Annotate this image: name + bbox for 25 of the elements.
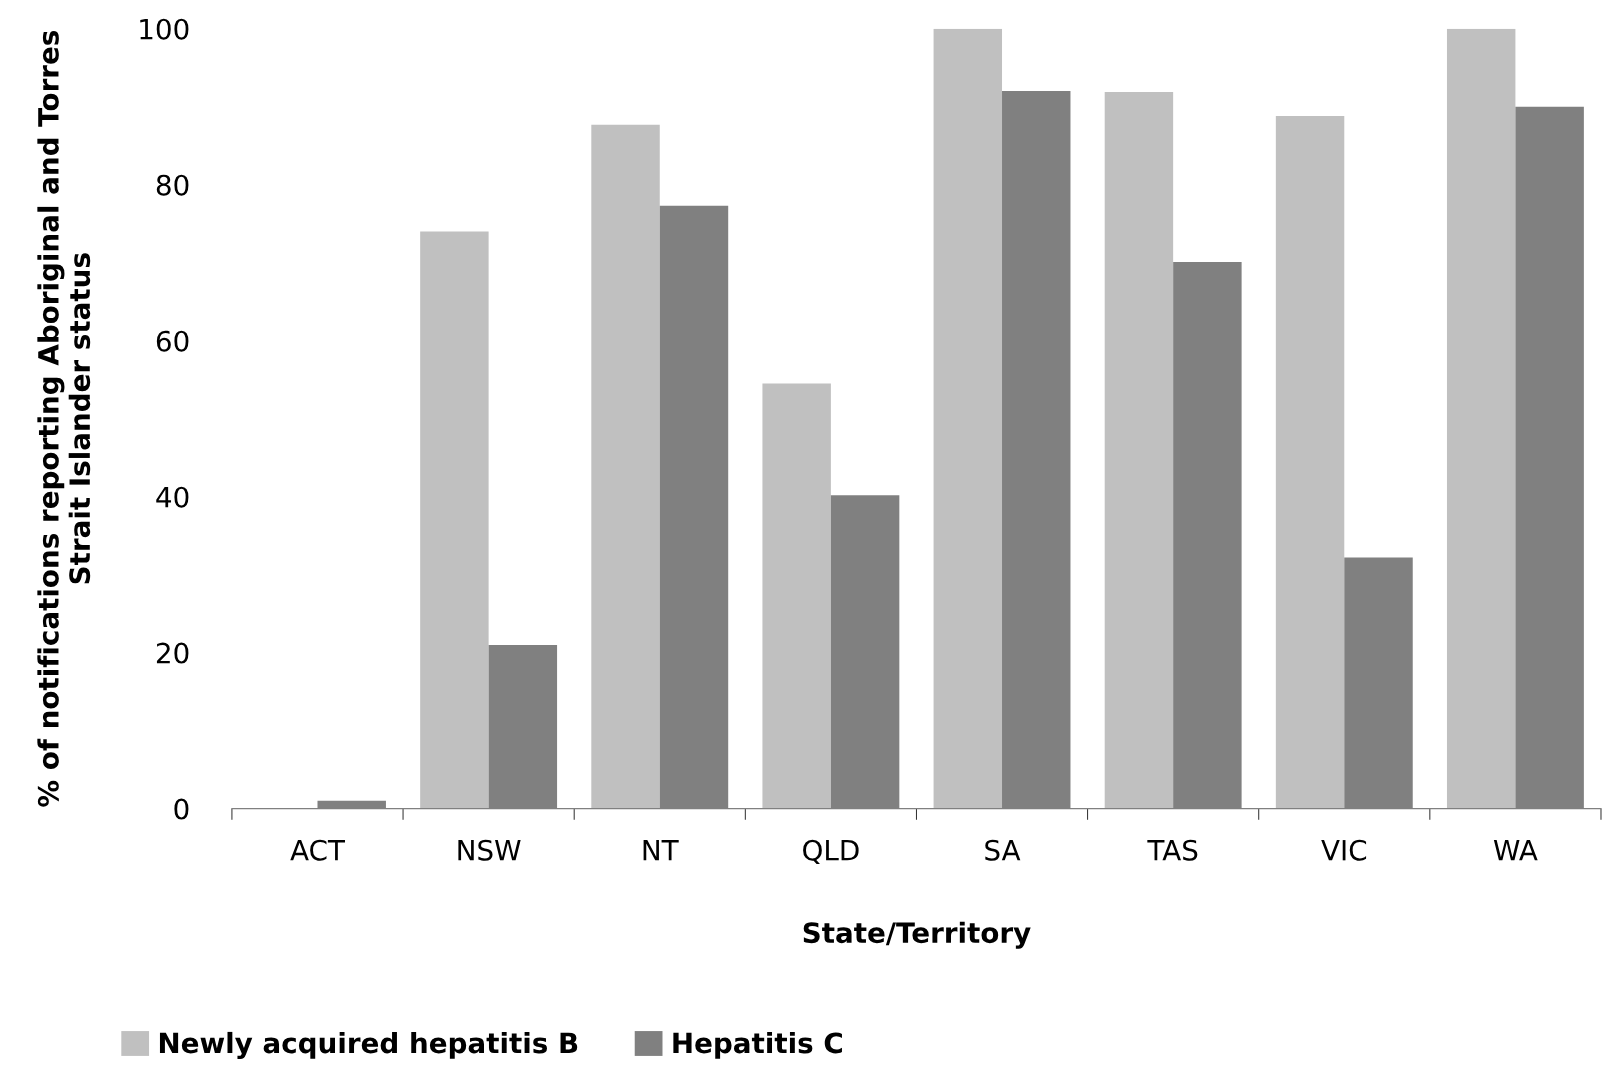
- y-axis-title: % of notifications reporting Aboriginal and Torres Strait Islander status: [37, 31, 91, 807]
- y-tick-label: 0: [174, 798, 189, 820]
- bar: [1446, 28, 1516, 809]
- x-tick-label: ACT: [290, 839, 346, 861]
- bar: [1104, 91, 1174, 809]
- x-tick-label: SA: [985, 839, 1021, 861]
- y-tick-label: 20: [156, 642, 189, 664]
- x-tick-label: NT: [643, 840, 679, 861]
- bar: [591, 124, 660, 809]
- x-tick-label: WA: [1493, 840, 1538, 861]
- y-tick-label: 100: [140, 18, 189, 40]
- bar: [420, 231, 489, 809]
- x-tick-label: TAS: [1147, 839, 1198, 861]
- x-tick-label: QLD: [803, 839, 859, 864]
- x-tick-label: NSW: [458, 839, 521, 861]
- legend-label: Hepatitis C: [673, 1031, 842, 1059]
- x-axis-title: State/Territory: [803, 921, 1031, 949]
- bar: [1275, 116, 1345, 809]
- bar: [933, 28, 1003, 809]
- y-tick-label: 60: [156, 330, 189, 352]
- y-tick-label: 40: [156, 486, 189, 508]
- x-tick-label: VIC: [1321, 839, 1367, 861]
- y-tick-label: 80: [156, 174, 189, 196]
- bar: [762, 383, 831, 809]
- legend-label: Newly acquired hepatitis B: [159, 1031, 578, 1059]
